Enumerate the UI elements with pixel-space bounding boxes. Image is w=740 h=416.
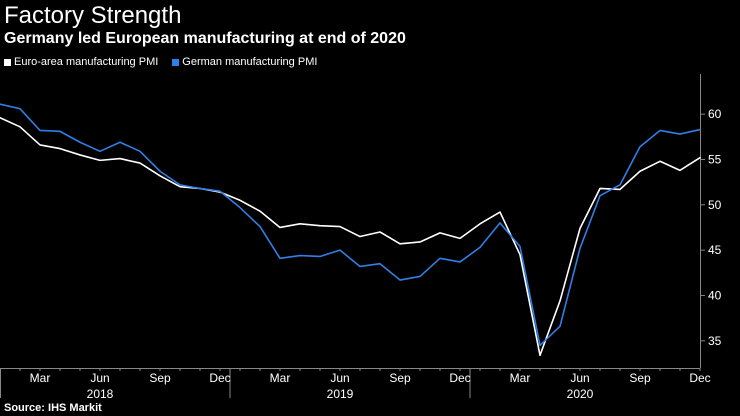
tick-label-layer: 35 40 45 50 55 60 Mar Jun Sep Dec Mar Jun Sep Dec Mar J… (30, 107, 722, 401)
x-tick-label: Jun (90, 371, 109, 385)
legend-item-euro: Euro-area manufacturing PMI (4, 56, 158, 68)
axis-layer (0, 74, 705, 398)
x-tick-label: Sep (629, 371, 651, 385)
x-tick-label: Dec (449, 371, 470, 385)
x-year-label: 2018 (87, 387, 114, 401)
y-tick-label: 35 (708, 334, 722, 348)
x-tick-label: Sep (149, 371, 171, 385)
x-tick-label: Mar (270, 371, 291, 385)
x-tick-label: Jun (570, 371, 589, 385)
x-tick-label: Jun (330, 371, 349, 385)
legend-item-german: German manufacturing PMI (172, 56, 317, 68)
legend-label-german: German manufacturing PMI (182, 56, 318, 68)
chart-title: Factory Strength (4, 2, 182, 29)
y-tick-label: 60 (708, 107, 722, 121)
x-tick-label: Sep (389, 371, 411, 385)
x-tick-label: Dec (689, 371, 710, 385)
x-year-label: 2020 (567, 387, 594, 401)
series-line-german-pmi (0, 103, 701, 347)
legend-label-euro: Euro-area manufacturing PMI (14, 56, 159, 68)
legend-swatch-euro (4, 58, 11, 66)
legend-swatch-german (172, 58, 180, 66)
y-tick-label: 45 (708, 243, 722, 257)
y-tick-label: 40 (708, 288, 722, 302)
y-tick-label: 55 (708, 152, 722, 166)
y-tick-label: 50 (708, 198, 722, 212)
series-line-euro-area-pmi (0, 116, 701, 357)
source-note: Source: IHS Markit (4, 402, 102, 414)
series-layer (0, 103, 701, 357)
x-tick-label: Mar (30, 371, 51, 385)
legend: Euro-area manufacturing PMI German manuf… (4, 56, 317, 68)
x-year-label: 2019 (327, 387, 354, 401)
x-tick-label: Dec (209, 371, 230, 385)
chart-subtitle: Germany led European manufacturing at en… (4, 30, 406, 47)
x-tick-label: Mar (510, 371, 531, 385)
